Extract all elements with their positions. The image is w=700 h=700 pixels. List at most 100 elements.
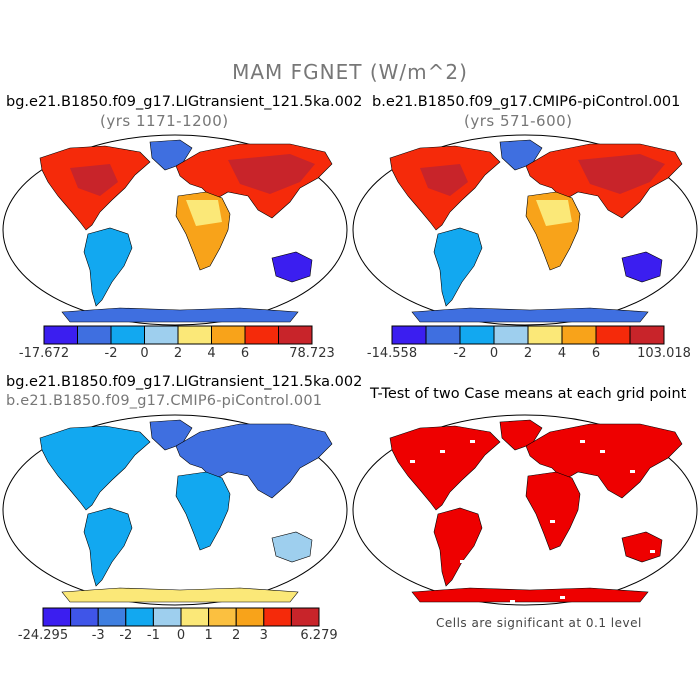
colorbar-tick-label: 2 xyxy=(232,628,241,643)
map-bottom-right xyxy=(352,414,698,606)
colorbar-swatch xyxy=(561,325,597,345)
landmass-africa-interior xyxy=(186,200,222,226)
colorbar-swatch xyxy=(77,325,112,345)
colorbar-swatch xyxy=(211,325,246,345)
nonsignificant-cell xyxy=(460,560,465,563)
landmass-africa xyxy=(175,471,231,551)
panel-title-bottom-left: bg.e21.B1850.f09_g17.LIGtransient_121.5k… xyxy=(6,374,363,390)
colorbar-swatch xyxy=(425,325,461,345)
landmass-antarctica xyxy=(411,307,649,323)
colorbar-swatch xyxy=(263,607,292,627)
colorbar-tick-label: 0 xyxy=(489,346,499,361)
colorbar-swatch xyxy=(278,325,313,345)
landmass-australia xyxy=(271,531,313,563)
nonsignificant-cell xyxy=(560,596,565,599)
landmass-north-america xyxy=(39,425,151,511)
landmass-north-america-interior xyxy=(420,164,468,196)
panel-subtitle-top-left: (yrs 1171-1200) xyxy=(100,112,229,130)
panel-title-bottom-right: T-Test of two Case means at each grid po… xyxy=(370,386,687,402)
colorbar-swatch xyxy=(144,325,179,345)
colorbar-swatch xyxy=(152,607,182,627)
map-top-left xyxy=(2,134,348,326)
colorbar-tick-label: -1 xyxy=(146,628,160,643)
nonsignificant-cell xyxy=(410,460,415,463)
colorbar-tick-label: 2 xyxy=(173,346,183,361)
colorbar-swatch xyxy=(180,607,210,627)
colorbar-top-left xyxy=(43,325,313,345)
landmass-africa xyxy=(525,471,581,551)
colorbar-swatch xyxy=(290,607,320,627)
colorbar-swatch xyxy=(629,325,665,345)
colorbar-tick-label: 6.279 xyxy=(300,628,338,643)
landmass-north-america-interior xyxy=(70,164,118,196)
panel-subtitle-top-right: (yrs 571-600) xyxy=(464,112,573,130)
colorbar-swatch xyxy=(527,325,563,345)
colorbar-tick-label: -17.672 xyxy=(18,346,70,361)
landmass-eurasia-interior xyxy=(228,154,315,194)
nonsignificant-cell xyxy=(440,450,445,453)
colorbar-tick-label: 3 xyxy=(259,628,268,643)
panel-title-top-left: bg.e21.B1850.f09_g17.LIGtransient_121.5k… xyxy=(6,94,363,110)
colorbar-tick-label: 6 xyxy=(240,346,250,361)
nonsignificant-cell xyxy=(630,470,635,473)
nonsignificant-cell xyxy=(600,450,605,453)
map-bottom-left xyxy=(2,414,348,606)
colorbar-swatch xyxy=(125,607,154,627)
landmass-eurasia xyxy=(175,423,333,499)
colorbar-swatch xyxy=(595,325,631,345)
panel-subtitle-bottom-left: b.e21.B1850.f09_g17.CMIP6-piControl.001 xyxy=(6,393,323,409)
colorbar-swatch xyxy=(110,325,145,345)
colorbar-tick-label: 4 xyxy=(557,346,567,361)
landmass-north-america xyxy=(389,425,501,511)
main-title: MAM FGNET (W/m^2) xyxy=(232,60,468,84)
colorbar-tick-label: -2 xyxy=(119,628,133,643)
significance-footnote: Cells are significant at 0.1 level xyxy=(436,616,642,630)
colorbar-tick-label: 103.018 xyxy=(637,346,691,361)
colorbar-tick-label: -24.295 xyxy=(17,628,69,643)
landmass-south-america xyxy=(83,507,133,587)
colorbar-tick-label: 0 xyxy=(140,346,149,361)
nonsignificant-cell xyxy=(550,520,555,523)
map-top-right xyxy=(352,134,698,326)
landmass-australia xyxy=(621,251,663,283)
landmass-australia xyxy=(271,251,313,283)
colorbar-tick-label: -2 xyxy=(104,346,118,361)
landmass-eurasia-interior xyxy=(578,154,665,194)
colorbar-tick-label: -3 xyxy=(91,628,105,643)
nonsignificant-cell xyxy=(510,600,515,603)
colorbar-swatch xyxy=(235,607,265,627)
nonsignificant-cell xyxy=(650,550,655,553)
colorbar-tick-label: -14.558 xyxy=(366,346,418,361)
colorbar-tick-label: 0 xyxy=(176,628,186,643)
landmass-south-america xyxy=(433,507,483,587)
colorbar-swatch xyxy=(70,607,99,627)
landmass-australia xyxy=(621,531,663,563)
colorbar-swatch xyxy=(208,607,237,627)
landmass-south-america xyxy=(433,227,483,307)
colorbar-swatch xyxy=(42,607,72,627)
panel-title-top-right: b.e21.B1850.f09_g17.CMIP6-piControl.001 xyxy=(372,94,681,110)
colorbar-tick-label: 1 xyxy=(204,628,213,643)
colorbar-tick-label: 6 xyxy=(591,346,601,361)
landmass-antarctica xyxy=(61,307,299,323)
colorbar-top-right xyxy=(391,325,665,345)
nonsignificant-cell xyxy=(470,440,475,443)
colorbar-tick-label: 4 xyxy=(207,346,216,361)
colorbar-swatch xyxy=(493,325,529,345)
landmass-south-america xyxy=(83,227,133,307)
colorbar-swatch xyxy=(244,325,279,345)
landmass-antarctica xyxy=(411,587,649,603)
colorbar-swatch xyxy=(97,607,127,627)
colorbar-swatch xyxy=(177,325,212,345)
landmass-eurasia xyxy=(525,423,683,499)
colorbar-bottom-left xyxy=(42,607,320,627)
colorbar-swatch xyxy=(459,325,495,345)
colorbar-swatch xyxy=(43,325,78,345)
landmass-antarctica xyxy=(61,587,299,603)
colorbar-tick-label: 78.723 xyxy=(289,346,335,361)
nonsignificant-cell xyxy=(580,440,585,443)
colorbar-swatch xyxy=(391,325,427,345)
colorbar-tick-label: -2 xyxy=(453,346,467,361)
colorbar-tick-label: 2 xyxy=(523,346,533,361)
landmass-africa-interior xyxy=(536,200,572,226)
